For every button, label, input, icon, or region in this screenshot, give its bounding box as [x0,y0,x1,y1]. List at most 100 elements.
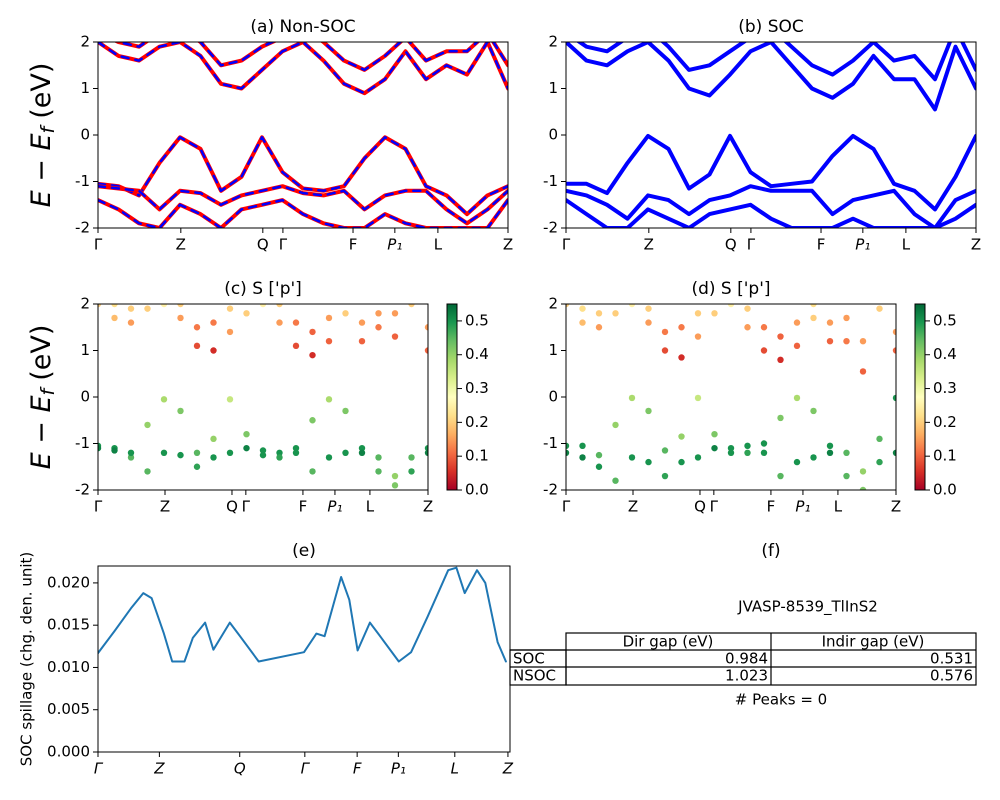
x-tick-label: Q [226,498,238,516]
x-tick-label: P₁ [387,236,402,254]
y-tick-label: 1 [548,79,558,97]
x-tick-label: L [366,498,375,516]
x-tick-label: L [434,236,443,254]
colorbar-tick-label: 0.4 [933,345,957,363]
point [193,463,201,470]
x-tick-label: Z [176,236,186,254]
point [678,324,685,331]
point [375,454,382,461]
point [391,310,399,317]
point [243,431,250,438]
plot-area [98,42,508,228]
x-tick-label: Γ [562,498,571,516]
point [777,472,784,480]
point [810,407,817,415]
point [892,449,896,456]
y-tick-label: 0.000 [47,743,90,761]
x-tick-label: Z [423,498,433,516]
point [111,304,118,308]
y-tick-label: -2 [543,481,558,499]
point [325,396,333,403]
point [210,454,217,461]
point [127,305,135,312]
point [859,368,867,375]
point [678,458,685,466]
point [579,442,586,450]
point [859,468,867,475]
point [193,324,201,331]
table-cell: 0.531 [930,650,973,668]
y-tick-label: -2 [543,219,558,237]
x-tick-label: Γ [242,498,251,516]
point [193,342,201,350]
point [727,449,735,456]
line [115,42,508,72]
point [424,449,428,456]
y-tick-label: -2 [75,219,90,237]
point [843,338,850,345]
point [661,328,669,336]
point [892,394,896,402]
point [760,324,768,331]
point [358,319,366,326]
point [579,454,586,461]
y-tick-label: 0.005 [47,700,90,718]
x-tick-label: F [817,236,826,254]
point [98,444,102,452]
x-tick-label: Q [694,498,706,516]
point [177,304,184,308]
x-tick-label: P₁ [391,760,406,778]
point [793,319,801,326]
point [645,319,652,326]
point [391,472,399,480]
point [292,444,300,452]
colorbar-tick-label: 0.3 [933,379,957,397]
point [628,454,636,461]
point [810,304,817,308]
point [127,454,135,461]
point [111,447,118,454]
y-tick-label: 1 [548,341,558,359]
point [579,305,586,312]
point [661,447,669,454]
line [566,184,976,228]
panel-title: (c) S ['p'] [224,279,302,299]
x-tick-label: Z [153,760,165,778]
point [292,342,300,350]
colorbar [446,303,458,491]
point [210,435,217,443]
x-tick-label: F [299,498,308,516]
y-axis-label: SOC spillage (chg. den. unit) [18,552,36,767]
point [711,444,718,452]
x-tick-label: Γ [301,760,311,778]
point [309,468,316,475]
point [843,472,850,480]
y-axis-label-part: (eV) [26,325,57,381]
point [694,454,702,461]
point [628,394,636,402]
point [424,324,428,331]
panel-title: (d) S ['p'] [691,279,770,299]
x-tick-label: Γ [747,236,756,254]
point [408,454,415,461]
point [144,305,151,312]
table-panel: (f) JVASP-8539_TlInS2 Dir gap (eV) Indir… [509,541,977,709]
x-tick-label: Z [503,236,513,254]
point [727,304,735,308]
x-tick-label: Z [891,498,901,516]
point [793,458,801,466]
line [98,136,508,216]
point [160,304,168,308]
point [243,444,250,452]
line [576,42,976,82]
point [711,431,718,438]
y-axis-label-part: E − E [26,133,57,207]
y-tick-label: 0 [80,388,90,406]
point [760,440,768,447]
point [595,310,603,317]
x-tick-label: F [349,236,358,254]
point [177,314,184,322]
